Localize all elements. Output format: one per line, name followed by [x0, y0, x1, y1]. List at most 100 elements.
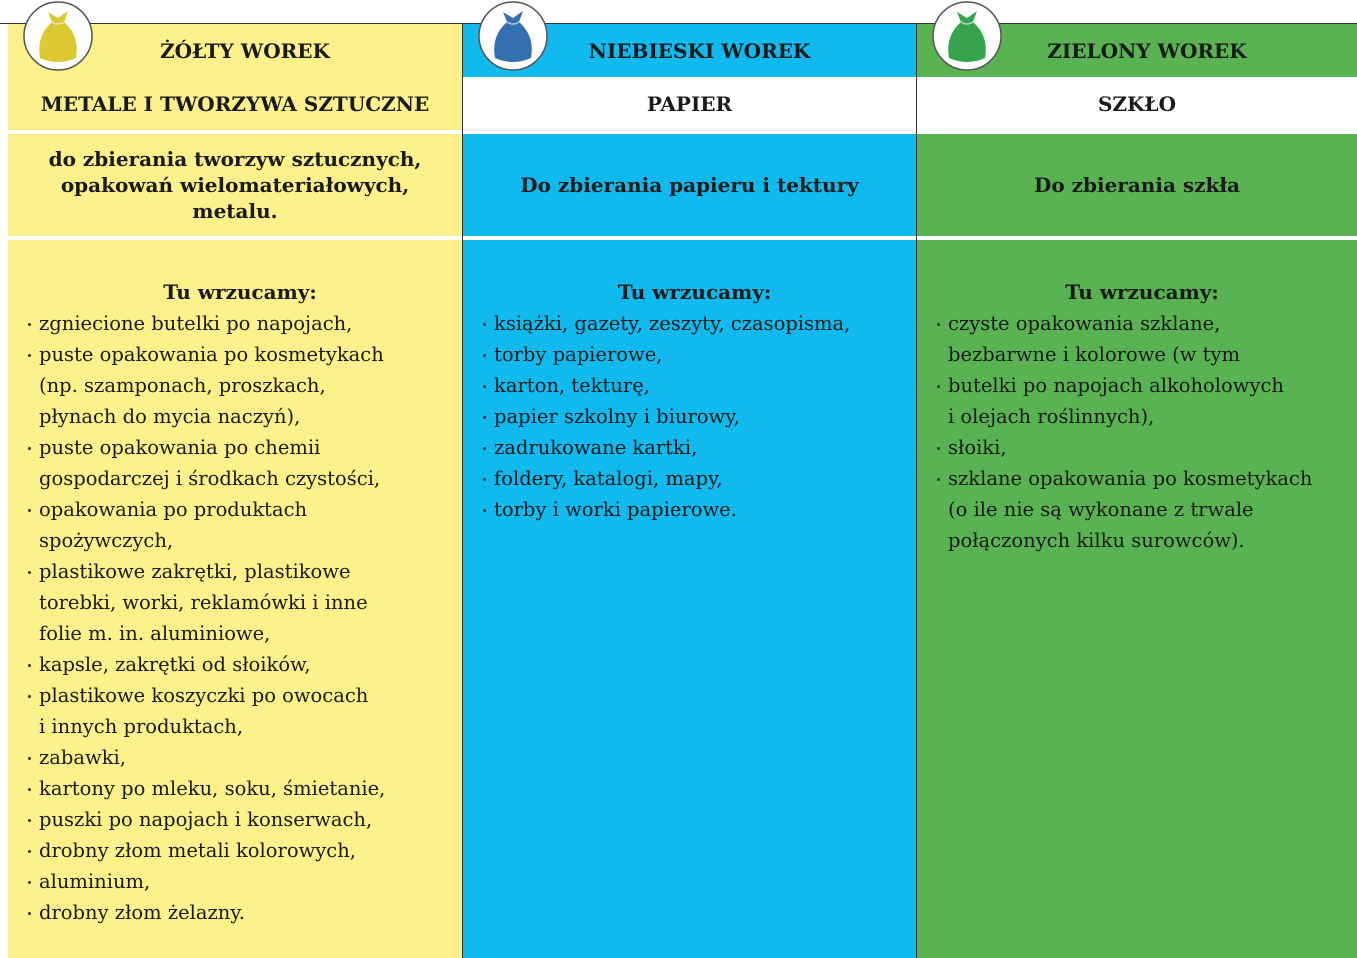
category-name: PAPIER [646, 91, 733, 116]
purpose-line: do zbierania tworzyw sztucznych, [48, 147, 422, 171]
item-line: puste opakowania po kosmetykach [39, 343, 384, 366]
list-item: drobny złom metali kolorowych, [28, 835, 452, 866]
bullet [937, 385, 940, 388]
item-line: foldery, katalogi, mapy, [494, 467, 723, 490]
bullet [937, 478, 940, 481]
item-line: puste opakowania po chemii [39, 436, 321, 459]
list-item: puszki po napojach i konserwach, [28, 804, 452, 835]
item-list: Tu wrzucamy: zgniecione butelki po napoja… [8, 240, 462, 958]
item-line: plastikowe koszyczki po owocach [39, 684, 369, 707]
item-line: zabawki, [39, 746, 126, 769]
item-line: kapsle, zakrętki od słoików, [39, 653, 311, 676]
bullet [483, 354, 486, 357]
item-line: (o ile nie są wykonane z trwale [948, 498, 1254, 521]
purpose-line: Do zbierania papieru i tektury [520, 173, 859, 197]
list-item: słoiki, [937, 432, 1347, 463]
purpose-line: Do zbierania szkła [1034, 173, 1240, 197]
list-item: plastikowe koszyczki po owocach i innych … [28, 680, 452, 742]
purpose-line: opakowań wielomateriałowych, [60, 173, 410, 197]
bullet [483, 416, 486, 419]
bullet [483, 447, 486, 450]
item-line: kartony po mleku, soku, śmietanie, [39, 777, 386, 800]
list-item: książki, gazety, zeszyty, czasopisma, [483, 308, 906, 339]
list-item: czyste opakowania szklane, bezbarwne i ko… [937, 308, 1347, 370]
category-name: METALE I TWORZYWA SZTUCZNE [40, 91, 430, 116]
item-line: torby papierowe, [494, 343, 663, 366]
bag-icon [23, 1, 93, 71]
bag-name: ŻÓŁTY WOREK [160, 38, 330, 63]
list-title: Tu wrzucamy: [617, 280, 772, 304]
top-rule [0, 23, 1357, 24]
bullet [483, 478, 486, 481]
bullet [28, 788, 31, 791]
item-line: zgniecione butelki po napojach, [39, 312, 353, 335]
list-item: zabawki, [28, 742, 452, 773]
list-item: papier szkolny i biurowy, [483, 401, 906, 432]
item-line: słoiki, [948, 436, 1007, 459]
bullet [28, 819, 31, 822]
purpose: do zbierania tworzyw sztucznych, opakowań… [8, 134, 462, 238]
list-item: zgniecione butelki po napojach, [28, 308, 452, 339]
list-item: kapsle, zakrętki od słoików, [28, 649, 452, 680]
category: PAPIER [463, 77, 916, 132]
item-line: zadrukowane kartki, [494, 436, 698, 459]
item-line: czyste opakowania szklane, [948, 312, 1221, 335]
item-line: torby i worki papierowe. [494, 498, 737, 521]
bullet [28, 695, 31, 698]
item-line: płynach do mycia naczyń), [39, 405, 301, 428]
purpose: Do zbierania papieru i tektury [463, 134, 916, 238]
column-green: ZIELONY WOREK SZKŁO Do zbierania szkła Tu … [916, 1, 1357, 958]
item-line: aluminium, [39, 870, 151, 893]
purpose-line: metalu. [192, 199, 278, 223]
purpose: Do zbierania szkła [917, 134, 1357, 238]
item-line: torebki, worki, reklamówki i inne [39, 591, 368, 614]
bullet [483, 385, 486, 388]
item-line: połączonych kilku surowców). [948, 529, 1245, 552]
bullet [28, 912, 31, 915]
bullet [28, 850, 31, 853]
list-item: torby papierowe, [483, 339, 906, 370]
bullet [28, 757, 31, 760]
bullet [483, 323, 486, 326]
list-title: Tu wrzucamy: [163, 280, 317, 304]
bag-icon [932, 1, 1002, 71]
bullet [28, 509, 31, 512]
column-yellow: ŻÓŁTY WOREK METALE I TWORZYWA SZTUCZNE do… [8, 1, 462, 958]
item-line: papier szkolny i biurowy, [494, 405, 740, 428]
item-line: drobny złom metali kolorowych, [39, 839, 356, 862]
bullet [28, 447, 31, 450]
item-list: Tu wrzucamy: czyste opakowania szklane, be… [917, 240, 1357, 958]
list-item: drobny złom żelazny. [28, 897, 452, 928]
list-item: opakowania po produktach spożywczych, [28, 494, 452, 556]
item-line: folie m. in. aluminiowe, [39, 622, 271, 645]
item-line: opakowania po produktach [39, 498, 308, 521]
item-line: i innych produktach, [39, 715, 244, 738]
list-item: foldery, katalogi, mapy, [483, 463, 906, 494]
item-line: spożywczych, [39, 529, 174, 552]
item-line: bezbarwne i kolorowe (w tym [948, 343, 1241, 366]
list-item: szklane opakowania po kosmetykach (o ile … [937, 463, 1347, 556]
list-item: torby i worki papierowe. [483, 494, 906, 525]
item-line: puszki po napojach i konserwach, [39, 808, 373, 831]
item-line: plastikowe zakrętki, plastikowe [39, 560, 351, 583]
category: SZKŁO [917, 77, 1357, 132]
bullet [483, 509, 486, 512]
list-item: puste opakowania po chemii gospodarczej i… [28, 432, 452, 494]
bag-icon [478, 1, 548, 71]
item-line: szklane opakowania po kosmetykach [948, 467, 1313, 490]
bullet [937, 323, 940, 326]
list-item: kartony po mleku, soku, śmietanie, [28, 773, 452, 804]
list-title: Tu wrzucamy: [1065, 280, 1219, 304]
list-item: aluminium, [28, 866, 452, 897]
list-item: plastikowe zakrętki, plastikowe torebki, … [28, 556, 452, 649]
bullet [28, 323, 31, 326]
bag-name: ZIELONY WOREK [1047, 38, 1247, 63]
item-line: i olejach roślinnych), [948, 405, 1155, 428]
item-line: butelki po napojach alkoholowych [948, 374, 1284, 397]
category: METALE I TWORZYWA SZTUCZNE [8, 77, 462, 132]
item-line: gospodarczej i środkach czystości, [39, 467, 381, 490]
item-list: Tu wrzucamy: książki, gazety, zeszyty, cz… [463, 240, 916, 958]
bullet [28, 571, 31, 574]
bullet [28, 664, 31, 667]
